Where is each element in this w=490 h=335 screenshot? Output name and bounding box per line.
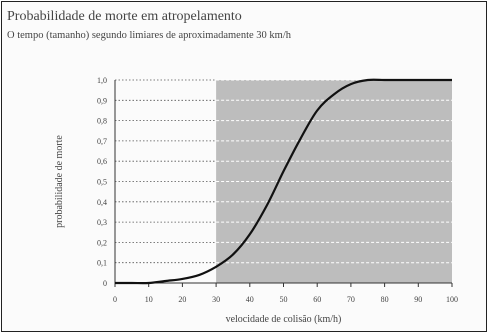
x-tick-label: 100 xyxy=(446,295,458,304)
y-tick-label: 0,7 xyxy=(97,137,107,146)
y-tick-label: 0,6 xyxy=(97,157,107,166)
y-tick-label: 0,4 xyxy=(97,198,107,207)
x-tick-label: 90 xyxy=(414,295,422,304)
chart-canvas: 0 10 20 30 40 50 60 70 80 90 100 00,10,20,30,40,50… xyxy=(54,76,458,325)
grid-lines xyxy=(115,79,452,264)
x-tick-label: 40 xyxy=(246,295,254,304)
y-tick-label: 0,2 xyxy=(97,238,107,247)
x-tick-label: 30 xyxy=(212,295,220,304)
y-tick-label: 0,3 xyxy=(97,218,107,227)
chart-figure: Probabilidade de morte em atropelamento … xyxy=(1,1,487,332)
y-tick-label: 0,5 xyxy=(97,178,107,187)
x-tick-label: 0 xyxy=(113,295,117,304)
x-tick-label: 80 xyxy=(381,295,389,304)
x-axis-label: velocidade de colisão (km/h) xyxy=(226,314,342,325)
y-tick-label: 1,0 xyxy=(97,76,107,85)
series-line xyxy=(115,78,452,285)
y-tick-label: 0,9 xyxy=(97,96,107,105)
chart-title: Probabilidade de morte em atropelamento xyxy=(7,9,242,24)
chart-subtitle: O tempo (tamanho) segundo limiares de ap… xyxy=(7,30,292,41)
x-tick-label: 20 xyxy=(178,295,186,304)
y-tick-labels: 0 0,1 0,2 0,3 0,4 0,5 0,6 0,7 0,8 0,9 1,0 xyxy=(97,76,107,288)
x-tick-label: 50 xyxy=(280,295,288,304)
y-tick-label: 0,1 xyxy=(97,259,107,268)
x-tick-labels: 0 10 20 30 40 50 60 70 80 90 100 xyxy=(113,283,458,304)
y-axis-label: probabilidade de morte xyxy=(54,135,65,228)
y-tick-label: 0 xyxy=(103,279,107,288)
x-tick-label: 70 xyxy=(347,295,355,304)
x-tick-label: 10 xyxy=(145,295,153,304)
y-tick-label: 0,8 xyxy=(97,117,107,126)
x-tick-label: 60 xyxy=(313,295,321,304)
